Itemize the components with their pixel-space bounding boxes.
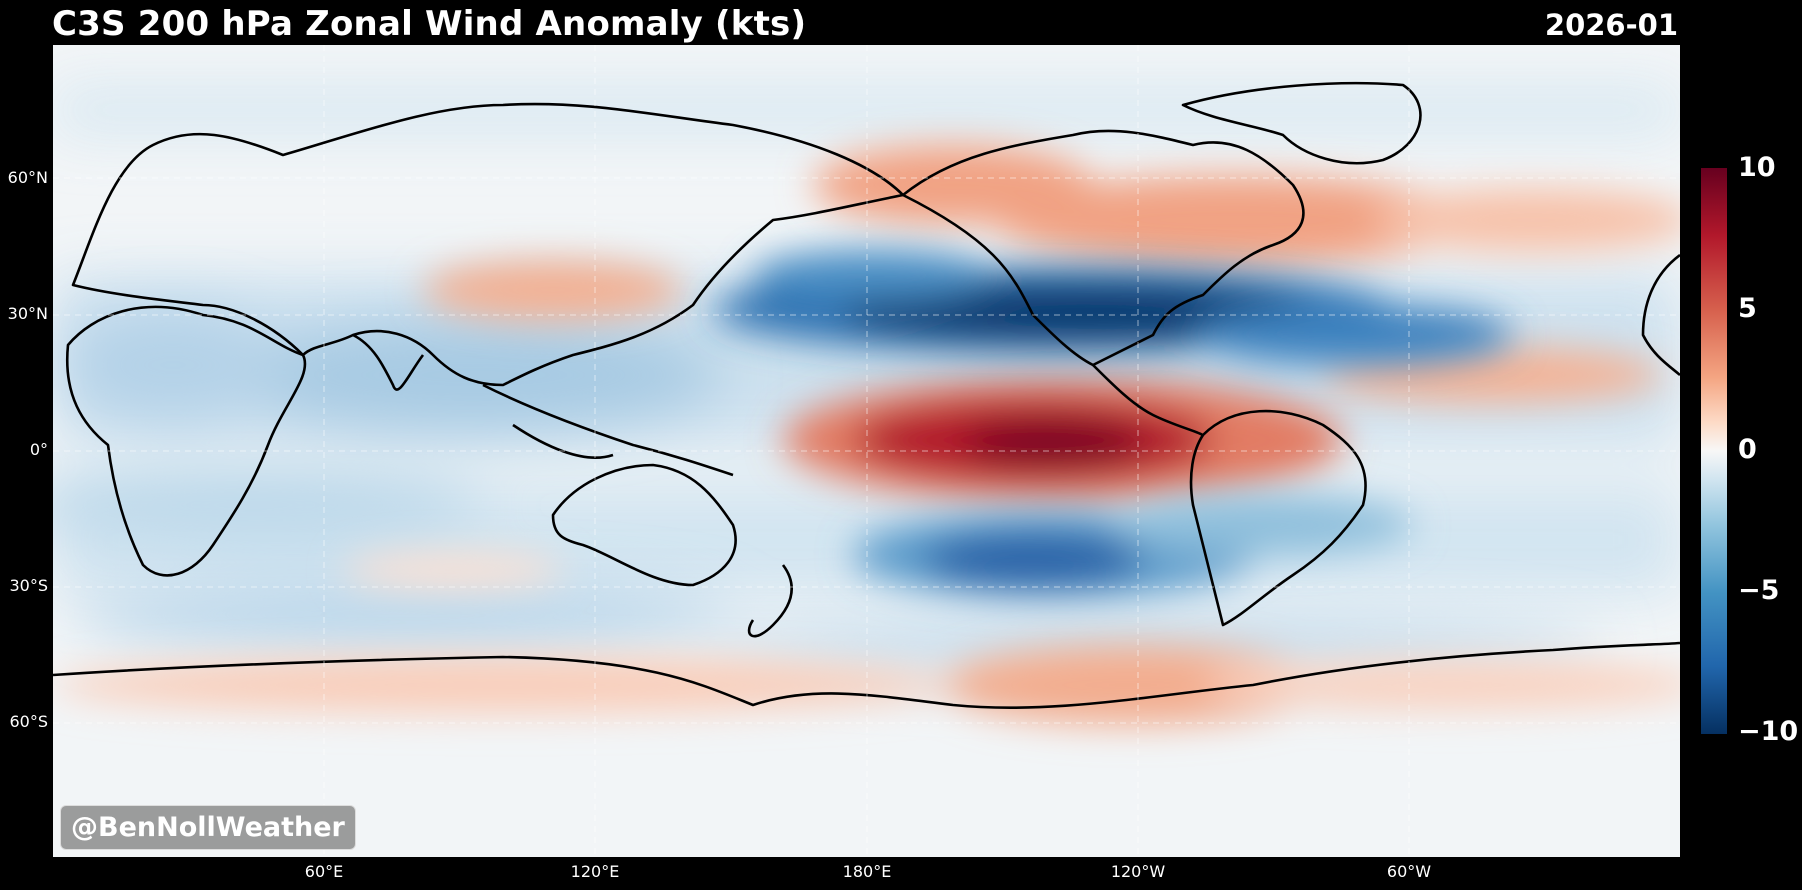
- colorbar-tick-0: 0: [1738, 434, 1757, 465]
- coastlines: [53, 81, 1680, 709]
- map-panel: [53, 45, 1680, 857]
- colorbar-tick-10: 10: [1738, 152, 1776, 183]
- colorbar-tick-minus10: −10: [1738, 716, 1799, 747]
- lat-label-eq: 0°: [29, 440, 48, 459]
- lon-label-120e: 120°E: [570, 862, 620, 881]
- graticule: [53, 45, 1680, 857]
- lat-label-30n: 30°N: [7, 304, 48, 323]
- lat-label-60s: 60°S: [9, 712, 48, 731]
- lon-label-60e: 60°E: [304, 862, 344, 881]
- colorbar: [1701, 168, 1727, 734]
- lat-label-30s: 30°S: [9, 576, 48, 595]
- colorbar-tick-5: 5: [1738, 293, 1757, 324]
- map-title: C3S 200 hPa Zonal Wind Anomaly (kts): [52, 4, 807, 44]
- lon-label-60w: 60°W: [1386, 862, 1432, 881]
- lon-label-180e: 180°E: [842, 862, 892, 881]
- watermark: @BenNollWeather: [60, 805, 356, 850]
- map-date: 2026-01: [1544, 8, 1678, 42]
- lat-label-60n: 60°N: [7, 168, 48, 187]
- anomaly-map: [53, 45, 1680, 857]
- lon-label-120w: 120°W: [1110, 862, 1166, 881]
- colorbar-tick-minus5: −5: [1738, 575, 1780, 606]
